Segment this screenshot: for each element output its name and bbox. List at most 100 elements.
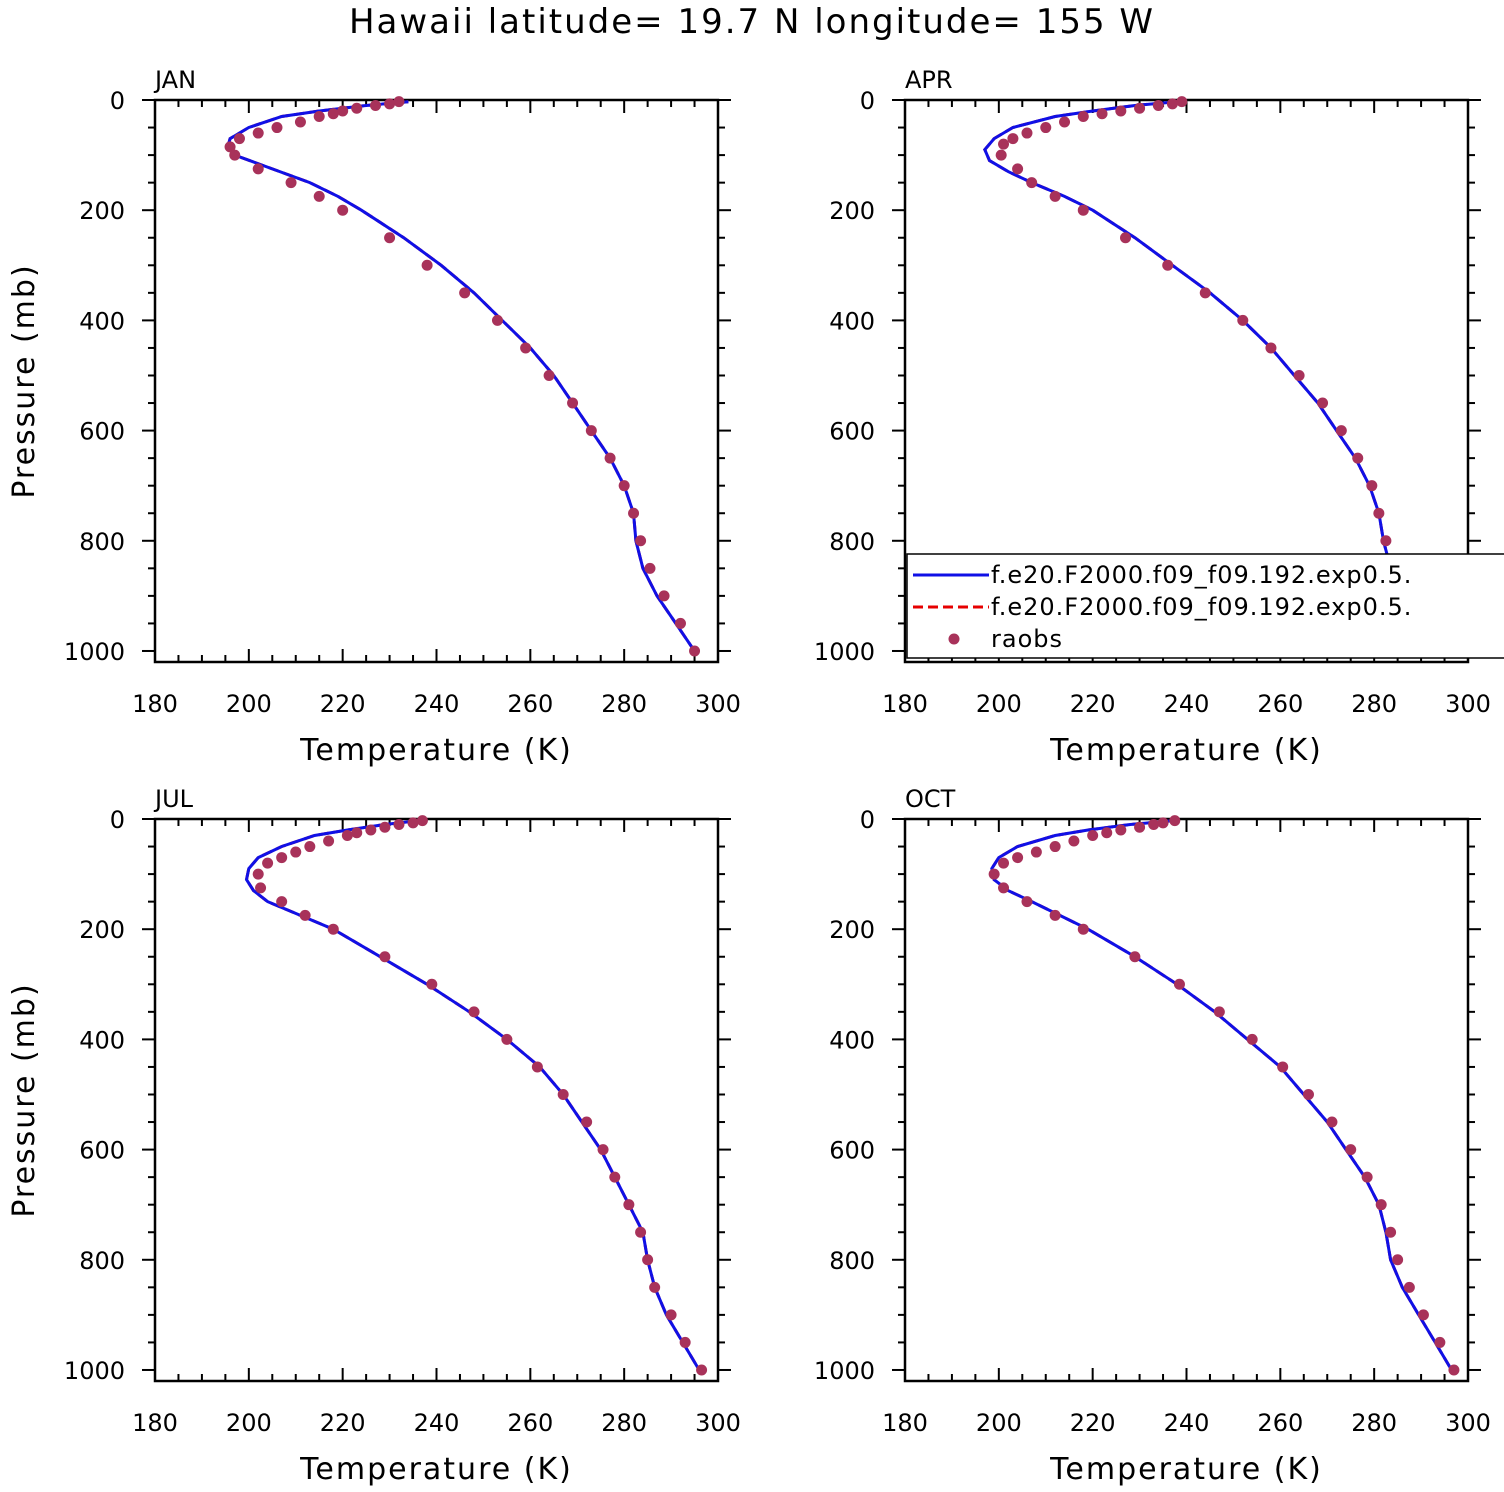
raobs-point bbox=[384, 232, 396, 244]
y-tick-label: 200 bbox=[79, 916, 125, 944]
raobs-point bbox=[276, 852, 288, 864]
x-tick-label: 240 bbox=[414, 690, 460, 718]
y-tick-label: 200 bbox=[829, 197, 875, 225]
raobs-point bbox=[597, 1144, 609, 1156]
x-tick-label: 180 bbox=[132, 1409, 178, 1437]
raobs-point bbox=[644, 562, 656, 574]
raobs-point bbox=[313, 111, 325, 123]
raobs-point bbox=[294, 116, 306, 128]
x-tick-label: 280 bbox=[1351, 690, 1397, 718]
plot-frame bbox=[153, 98, 720, 664]
raobs-point bbox=[1403, 1281, 1415, 1293]
raobs-point bbox=[252, 127, 264, 139]
raobs-point bbox=[1077, 111, 1089, 123]
raobs-point bbox=[1166, 98, 1178, 110]
raobs-point bbox=[1134, 102, 1146, 114]
y-tick-label: 1000 bbox=[64, 638, 125, 666]
raobs-point bbox=[689, 645, 701, 657]
raobs-point bbox=[337, 204, 349, 216]
legend-label: f.e20.F2000.f09_f09.192.exp0.5. bbox=[991, 561, 1412, 589]
raobs-point bbox=[1007, 133, 1019, 145]
y-tick-label: 400 bbox=[829, 307, 875, 335]
raobs-point bbox=[370, 100, 382, 112]
x-tick-label: 260 bbox=[1257, 1409, 1303, 1437]
raobs-point bbox=[1077, 923, 1089, 935]
plot-frame bbox=[153, 817, 720, 1383]
legend-box bbox=[906, 553, 1504, 659]
raobs-point bbox=[1101, 827, 1113, 839]
raobs-point bbox=[1049, 841, 1061, 853]
x-tick-label: 260 bbox=[507, 690, 553, 718]
series-line-model1 bbox=[226, 100, 696, 652]
raobs-point bbox=[642, 1254, 654, 1266]
raobs-point bbox=[1302, 1088, 1314, 1100]
raobs-point bbox=[1115, 824, 1127, 836]
raobs-point bbox=[407, 817, 419, 829]
raobs-point bbox=[1157, 817, 1169, 829]
x-tick-label: 300 bbox=[1445, 690, 1491, 718]
x-tick-label: 240 bbox=[414, 1409, 460, 1437]
raobs-point bbox=[1417, 1309, 1429, 1321]
x-tick-label: 200 bbox=[976, 690, 1022, 718]
y-tick-label: 800 bbox=[829, 1247, 875, 1275]
raobs-point bbox=[543, 369, 555, 381]
raobs-point bbox=[998, 882, 1010, 894]
raobs-point bbox=[1326, 1116, 1338, 1128]
raobs-point bbox=[1176, 96, 1188, 108]
y-tick-label: 400 bbox=[79, 307, 125, 335]
raobs-point bbox=[224, 141, 236, 153]
raobs-point bbox=[1021, 127, 1033, 139]
series-line-model2 bbox=[226, 100, 696, 652]
x-tick-label: 280 bbox=[1351, 1409, 1397, 1437]
raobs-point bbox=[421, 259, 433, 271]
panel-label: APR bbox=[905, 66, 953, 94]
raobs-point bbox=[649, 1281, 661, 1293]
raobs-point bbox=[1237, 314, 1249, 326]
raobs-point bbox=[276, 896, 288, 908]
figure-title: Hawaii latitude= 19.7 N longitude= 155 W bbox=[349, 2, 1155, 42]
raobs-point bbox=[1162, 259, 1174, 271]
y-tick-label: 400 bbox=[79, 1026, 125, 1054]
raobs-point bbox=[1129, 951, 1141, 963]
y-tick-label: 600 bbox=[829, 418, 875, 446]
raobs-point bbox=[1169, 815, 1181, 827]
raobs-point bbox=[604, 452, 616, 464]
raobs-point bbox=[393, 96, 405, 108]
raobs-point bbox=[1434, 1336, 1446, 1348]
raobs-point bbox=[1026, 177, 1038, 189]
raobs-point bbox=[988, 868, 1000, 880]
raobs-point bbox=[1148, 819, 1160, 831]
raobs-point bbox=[674, 617, 686, 629]
legend-label: raobs bbox=[991, 625, 1063, 653]
panel-jan: JAN 180 200 220 240 260 280 300 0 200 400 600 800 100… bbox=[7, 66, 741, 768]
raobs-point bbox=[1173, 978, 1185, 990]
series-line-model1 bbox=[244, 819, 701, 1371]
raobs-point bbox=[995, 149, 1007, 161]
y-tick-label: 0 bbox=[110, 806, 125, 834]
raobs-point bbox=[1317, 397, 1329, 409]
raobs-point bbox=[285, 177, 297, 189]
x-tick-label: 220 bbox=[320, 1409, 366, 1437]
raobs-point bbox=[1049, 190, 1061, 202]
x-tick-label: 200 bbox=[226, 690, 272, 718]
raobs-point bbox=[459, 287, 471, 299]
raobs-point bbox=[304, 841, 316, 853]
raobs-point bbox=[229, 149, 241, 161]
x-tick-label: 280 bbox=[601, 1409, 647, 1437]
raobs-point bbox=[271, 122, 283, 134]
raobs-point bbox=[313, 190, 325, 202]
raobs-point bbox=[1152, 100, 1164, 112]
x-tick-label: 280 bbox=[601, 690, 647, 718]
raobs-point bbox=[1293, 369, 1305, 381]
y-tick-label: 1000 bbox=[64, 1357, 125, 1385]
x-tick-label: 220 bbox=[1070, 1409, 1116, 1437]
raobs-point bbox=[658, 590, 670, 602]
raobs-point bbox=[1392, 1254, 1404, 1266]
raobs-point bbox=[635, 1226, 647, 1238]
raobs-point bbox=[262, 857, 274, 869]
raobs-point bbox=[567, 397, 579, 409]
raobs-point bbox=[1012, 163, 1024, 175]
raobs-point bbox=[491, 314, 503, 326]
raobs-point bbox=[1077, 204, 1089, 216]
panel-apr: APR 180 200 220 240 260 280 300 0 200 400 600 800 100… bbox=[814, 66, 1491, 768]
